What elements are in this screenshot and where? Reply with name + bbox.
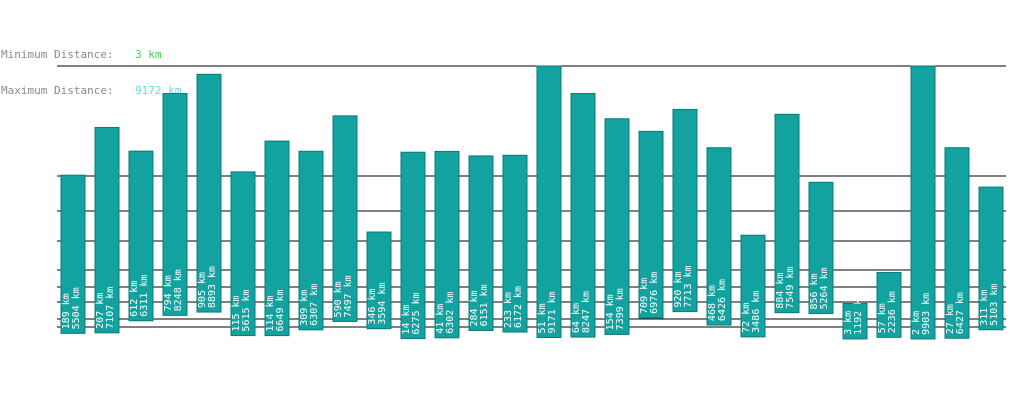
bar-min-label: 856 km (809, 273, 820, 309)
bar-min-label: 114 km (265, 295, 276, 331)
bar-max-label: 2236 km (887, 291, 898, 333)
bar-min-label: 41 km (435, 304, 446, 334)
bar-min-label: 27 km (945, 304, 956, 334)
bar-max-label: 7399 km (615, 288, 626, 330)
range-bar (298, 150, 324, 331)
bar-min-label: 346 km (367, 289, 378, 325)
range-bar (570, 93, 596, 338)
legend-min-row: Minimum Distance: 3 km (1, 49, 181, 61)
bar-min-label: 794 km (163, 275, 174, 311)
min-distance-label: Minimum Distance: (1, 48, 114, 61)
bar-max-label: 7549 km (785, 267, 796, 309)
range-bar (638, 130, 664, 319)
bar-min-label: 207 km (95, 293, 106, 329)
range-bar (128, 150, 154, 322)
legend-max-row: Maximum Distance: 9172 km (1, 85, 181, 97)
range-bar (264, 140, 290, 337)
bar-max-label: 6275 km (411, 292, 422, 334)
bar-max-label: 7107 km (105, 287, 116, 329)
bar-max-label: 5264 km (819, 267, 830, 309)
bar-min-label: 2 km (911, 311, 922, 335)
range-bar (468, 155, 494, 332)
bar-min-label: 590 km (333, 281, 344, 317)
range-bar (400, 151, 426, 340)
range-bar (196, 73, 222, 313)
bar-min-label: 3 km (843, 311, 854, 335)
bar-min-label: 57 km (877, 303, 888, 333)
bar-min-label: 905 km (197, 272, 208, 308)
bar-max-label: 5615 km (241, 289, 252, 331)
min-distance-value: 3 km (135, 48, 162, 61)
bar-max-label: 7713 km (683, 265, 694, 307)
bar-max-label: 9903 km (921, 293, 932, 335)
range-bar (60, 174, 86, 334)
bar-min-label: 14 km (401, 304, 412, 334)
range-bar (536, 65, 562, 338)
range-bar (842, 303, 868, 340)
bar-max-label: 6426 km (717, 279, 728, 321)
bar-max-label: 5504 km (71, 287, 82, 329)
bar-max-label: 3486 km (751, 291, 762, 333)
bar-min-label: 189 km (61, 293, 72, 329)
bar-max-label: 3594 km (377, 283, 388, 325)
bar-min-label: 468 km (707, 285, 718, 321)
bar-max-label: 6307 km (309, 284, 320, 326)
range-bar (366, 231, 392, 330)
bar-min-label: 284 km (469, 290, 480, 326)
range-bar (434, 150, 460, 339)
range-bar (604, 118, 630, 335)
range-bar (502, 154, 528, 333)
bar-min-label: 233 km (503, 292, 514, 328)
legend: Minimum Distance: 3 km Maximum Distance:… (1, 25, 181, 109)
bar-max-label: 1192 km (853, 293, 864, 335)
bar-max-label: 6311 km (139, 275, 150, 317)
bar-max-label: 8248 km (173, 269, 184, 311)
range-bar (740, 234, 766, 338)
max-distance-label: Maximum Distance: (1, 84, 114, 97)
bar-max-label: 6976 km (649, 272, 660, 314)
bar-max-label: 6151 km (479, 284, 490, 326)
bar-max-label: 6427 km (955, 292, 966, 334)
bar-min-label: 115 km (231, 295, 242, 331)
bar-min-label: 311 km (979, 290, 990, 326)
bar-min-label: 72 km (741, 303, 752, 333)
range-bar (672, 108, 698, 313)
range-bar (706, 147, 732, 326)
bar-min-label: 709 km (639, 278, 650, 314)
range-bar (808, 181, 834, 315)
range-bar (944, 147, 970, 339)
range-bar (910, 65, 936, 340)
bar-max-label: 5103 km (989, 284, 1000, 326)
bar-max-label: 6302 km (445, 292, 456, 334)
bar-min-label: 920 km (673, 271, 684, 307)
bar-max-label: 8893 km (207, 266, 218, 308)
bar-max-label: 6649 km (275, 289, 286, 331)
bar-max-label: 8247 km (581, 291, 592, 333)
bar-max-label: 9171 km (547, 291, 558, 333)
bar-min-label: 51 km (537, 303, 548, 333)
bar-min-label: 154 km (605, 294, 616, 330)
range-bar (876, 271, 902, 338)
bar-max-label: 6172 km (513, 286, 524, 328)
bar-min-label: 884 km (775, 273, 786, 309)
range-bar (94, 126, 120, 334)
bar-min-label: 64 km (571, 303, 582, 333)
range-bar (774, 113, 800, 314)
range-bar (978, 186, 1004, 331)
range-bar (162, 93, 188, 316)
bar-min-label: 612 km (129, 281, 140, 317)
bar-min-label: 309 km (299, 290, 310, 326)
bar-max-label: 7497 km (343, 275, 354, 317)
range-bar (332, 115, 358, 322)
range-bar (230, 171, 256, 337)
